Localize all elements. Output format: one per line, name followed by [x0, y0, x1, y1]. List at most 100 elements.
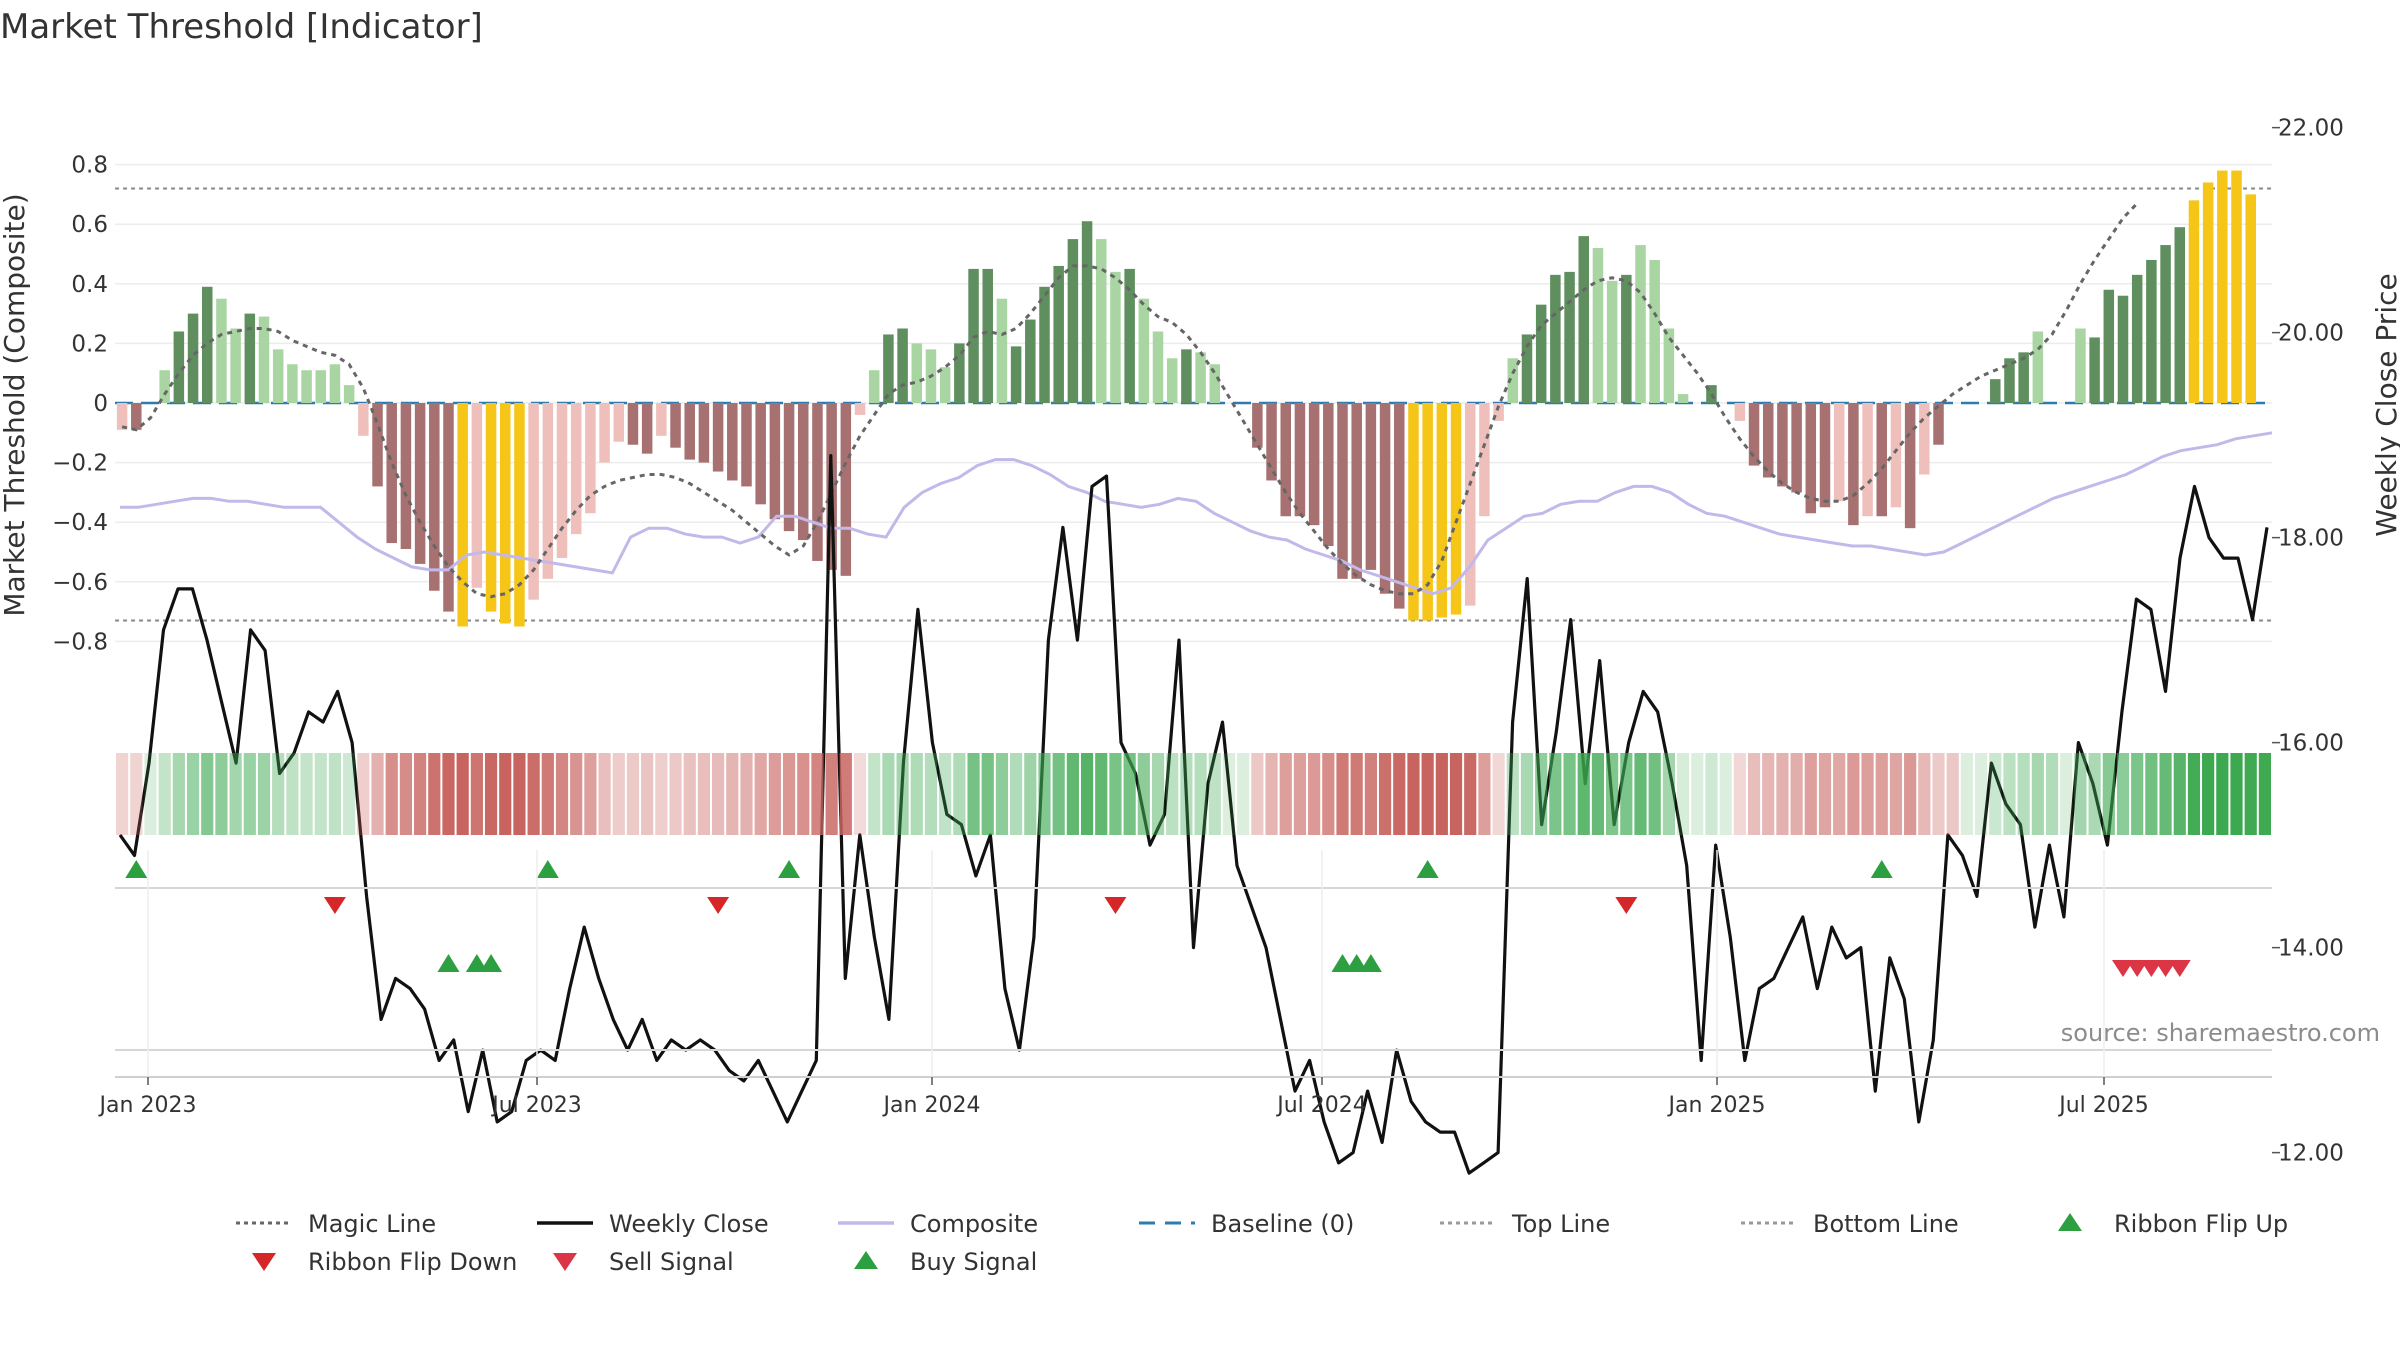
histogram-bar	[1464, 403, 1476, 606]
histogram-bar	[358, 403, 369, 436]
histogram-bar	[1734, 403, 1746, 421]
source-note: source: sharemaestro.com	[2061, 1019, 2380, 1047]
ribbon-flip-down-marker	[1104, 897, 1127, 914]
ribbon-cell	[1591, 753, 1605, 835]
ribbon-cell	[2116, 753, 2130, 835]
histogram-bar	[1450, 403, 1462, 615]
ribbon-cell	[1733, 753, 1746, 835]
ribbon-cell	[1889, 753, 1903, 835]
ribbon-cell	[172, 753, 185, 835]
ribbon-cell	[116, 753, 129, 835]
x-tick-label: Jan 2025	[1667, 1093, 1766, 1118]
histogram-bar	[2018, 352, 2029, 403]
histogram-bar	[1762, 403, 1774, 478]
histogram-bar	[1876, 403, 1888, 517]
ribbon-cell	[2102, 753, 2115, 835]
histogram-bar	[1053, 265, 1064, 403]
ribbon-cell	[726, 753, 739, 835]
histogram-bar	[783, 403, 795, 532]
histogram-bar	[556, 403, 568, 558]
right-tick-label: 18.00	[2278, 526, 2344, 552]
ribbon-cell	[1918, 753, 1931, 835]
ribbon-cell	[1180, 753, 1193, 835]
histogram-bar	[585, 403, 596, 514]
sell-signal-marker	[2111, 960, 2134, 977]
ribbon-cell	[1449, 753, 1463, 835]
histogram-bar	[727, 403, 738, 481]
left-tick-label: 0.6	[71, 212, 108, 238]
legend-label: Weekly Close	[609, 1210, 769, 1238]
legend-label: Ribbon Flip Up	[2114, 1210, 2288, 1238]
left-axis-ticks: 0.8 0.6 0.4 0.2 0 −0.2 −0.4 −0.6 −0.8	[52, 153, 108, 656]
histogram-bar	[2103, 289, 2115, 403]
ribbon-cell	[1549, 753, 1562, 835]
ribbon-cell	[1478, 753, 1491, 835]
ribbon-flip-up-marker	[1870, 860, 1893, 878]
histogram-bar	[1280, 403, 1291, 517]
ribbon-cell	[1790, 753, 1803, 835]
histogram-bar	[1067, 239, 1079, 403]
histogram-bar	[230, 328, 241, 403]
ribbon-cell	[584, 753, 597, 835]
histogram-bar	[173, 331, 185, 403]
right-axis-label: Weekly Close Price	[2370, 273, 2400, 536]
histogram-bar	[939, 367, 951, 403]
legend-label: Top Line	[1511, 1210, 1610, 1238]
ribbon-cell	[2173, 753, 2186, 835]
ribbon-cell	[1691, 753, 1704, 835]
histogram-bar	[2004, 358, 2015, 403]
ribbon-cell	[1989, 753, 2002, 835]
legend-label: Ribbon Flip Down	[308, 1248, 517, 1276]
histogram-bar	[499, 403, 511, 624]
histogram-bar	[812, 403, 823, 561]
histogram-bar	[429, 403, 440, 591]
histogram-bar	[2217, 170, 2228, 403]
histogram-bar	[1479, 403, 1490, 517]
histogram-bar	[1578, 236, 1589, 403]
ribbon-cell	[1606, 753, 1619, 835]
histogram-bar	[514, 403, 525, 627]
legend-label: Buy Signal	[910, 1248, 1037, 1276]
ribbon-cell	[1208, 753, 1221, 835]
histogram-bar	[1564, 271, 1575, 403]
histogram-bar	[1933, 403, 1944, 445]
ribbon-cell	[697, 753, 711, 835]
histogram-bar	[1408, 403, 1419, 621]
histogram-bar	[1323, 403, 1334, 547]
ribbon-cell	[2088, 753, 2101, 835]
histogram-bar	[670, 403, 681, 448]
signal-rows	[115, 860, 2272, 1078]
ribbon-cell	[484, 753, 498, 835]
left-tick-label: 0.8	[71, 153, 108, 179]
ribbon-cell	[768, 753, 781, 835]
histogram-bar	[1550, 274, 1561, 403]
ribbon-cell	[272, 753, 285, 835]
histogram-bar	[343, 385, 355, 403]
histogram-bar	[301, 370, 312, 403]
histogram-bar	[1990, 379, 2001, 403]
ribbon-cell	[1904, 753, 1917, 835]
ribbon-cell	[1095, 753, 1108, 835]
ribbon-cell	[243, 753, 256, 835]
ribbon-cell	[2131, 753, 2144, 835]
histogram-bar	[1436, 403, 1448, 618]
left-tick-label: 0.2	[71, 331, 108, 357]
histogram-bar	[329, 364, 341, 403]
ribbon-cell	[357, 753, 370, 835]
left-tick-label: 0.4	[71, 272, 108, 298]
ribbon-cell	[541, 753, 554, 835]
histogram-bar	[2131, 274, 2143, 403]
ribbon-cell	[2031, 753, 2044, 835]
ribbon-cell	[2074, 753, 2087, 835]
ribbon-cell	[1974, 753, 1988, 835]
ribbon-cell	[1634, 753, 1647, 835]
ribbon-cell	[1861, 753, 1874, 835]
line-series	[118, 202, 2273, 1175]
legend-swatch	[2058, 1213, 2082, 1231]
histogram-bar	[599, 403, 610, 463]
buy-signal-marker	[480, 954, 503, 972]
histogram-bar	[457, 403, 468, 627]
histogram-bar	[2075, 328, 2086, 403]
ribbon-cell	[1137, 753, 1150, 835]
histogram-bar	[1379, 403, 1391, 594]
